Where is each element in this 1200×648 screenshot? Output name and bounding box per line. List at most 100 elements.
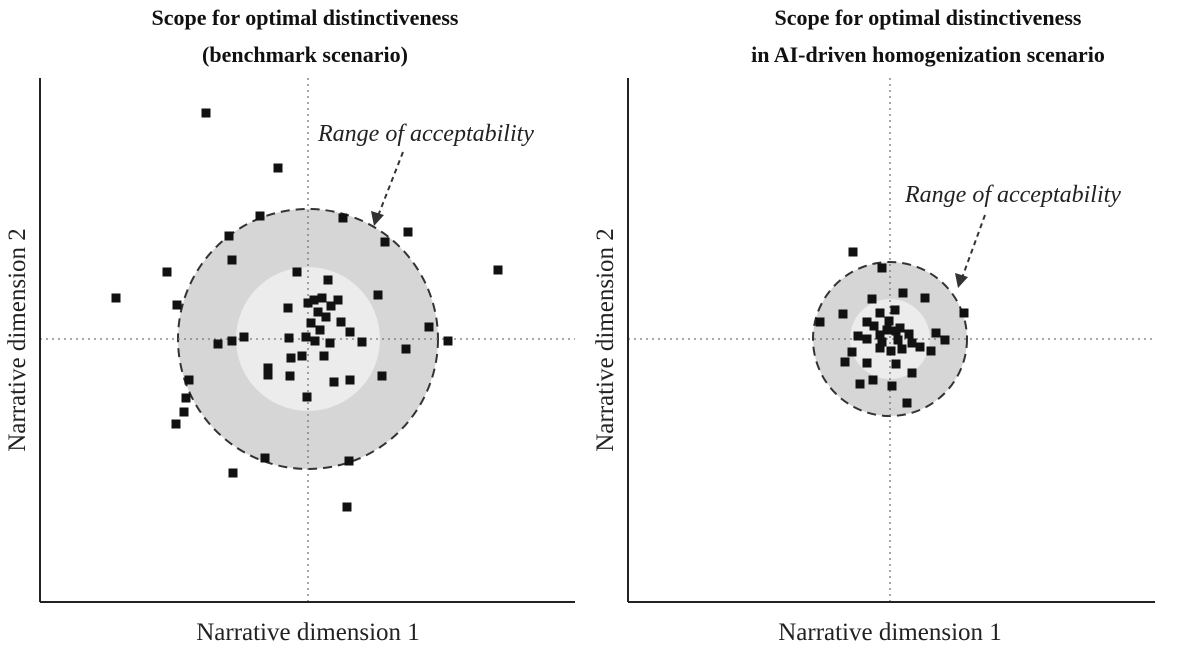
scatter-point	[255, 211, 265, 221]
scatter-point	[875, 343, 885, 353]
scatter-point	[959, 308, 969, 318]
scatter-point	[815, 317, 825, 327]
scatter-point	[310, 336, 320, 346]
annotation-arrow-head	[955, 273, 968, 288]
scatter-point	[904, 329, 914, 339]
scatter-point	[403, 227, 413, 237]
scatter-point	[292, 267, 302, 277]
scatter-point	[213, 339, 223, 349]
scatter-point	[377, 371, 387, 381]
scatter-point	[920, 293, 930, 303]
scatter-point	[329, 377, 339, 387]
scatter-point	[886, 346, 896, 356]
panel-ai-homogenization: Scope for optimal distinctiveness in AI-…	[592, 5, 1155, 646]
scatter-point	[284, 333, 294, 343]
scatter-point	[915, 342, 925, 352]
scatter-point	[171, 419, 181, 429]
scatter-point	[323, 275, 333, 285]
scatter-point	[898, 288, 908, 298]
scatter-point	[893, 335, 903, 345]
scatter-point	[179, 407, 189, 417]
panel-title-line1: Scope for optimal distinctiveness	[775, 5, 1082, 30]
scatter-point	[336, 317, 346, 327]
scatter-point	[891, 326, 901, 336]
scatter-point	[345, 327, 355, 337]
scatter-point	[862, 334, 872, 344]
scatter-point	[317, 293, 327, 303]
annotation-arrow-head	[371, 211, 384, 226]
scatter-point	[855, 379, 865, 389]
scatter-point	[315, 325, 325, 335]
scatter-point	[263, 363, 273, 373]
scatter-point	[309, 295, 319, 305]
scatter-point	[424, 322, 434, 332]
scatter-point	[887, 381, 897, 391]
scatter-point	[263, 370, 273, 380]
scatter-point	[862, 317, 872, 327]
scatter-point	[325, 338, 335, 348]
scatter-point	[875, 308, 885, 318]
scatter-point	[338, 213, 348, 223]
scatter-point	[884, 316, 894, 326]
scatter-point	[326, 301, 336, 311]
scatter-point	[848, 247, 858, 257]
scatter-point	[285, 371, 295, 381]
scatter-point	[313, 307, 323, 317]
scatter-point	[882, 325, 892, 335]
scatter-point	[184, 375, 194, 385]
scatter-points	[111, 108, 503, 512]
scatter-point	[940, 335, 950, 345]
scatter-point	[302, 392, 312, 402]
panel-title-line1: Scope for optimal distinctiveness	[152, 5, 459, 30]
scatter-point	[297, 351, 307, 361]
scatter-point	[344, 456, 354, 466]
panel-benchmark: Scope for optimal distinctiveness (bench…	[4, 5, 575, 646]
scatter-point	[224, 231, 234, 241]
scatter-point	[162, 267, 172, 277]
scatter-point	[345, 375, 355, 385]
scatter-point	[853, 331, 863, 341]
panel-title-line2: (benchmark scenario)	[202, 42, 408, 67]
scatter-point	[897, 344, 907, 354]
scatter-point	[401, 344, 411, 354]
scatter-point	[380, 237, 390, 247]
panel-title-line2: in AI-driven homogenization scenario	[751, 42, 1105, 67]
scatter-point	[931, 328, 941, 338]
scatter-point	[228, 468, 238, 478]
scatter-point	[283, 303, 293, 313]
scatter-point	[172, 300, 182, 310]
scatter-point	[342, 502, 352, 512]
scatter-point	[890, 305, 900, 315]
scatter-point	[306, 318, 316, 328]
scatter-point	[321, 312, 331, 322]
scatter-point	[862, 358, 872, 368]
scatter-point	[926, 346, 936, 356]
scatter-point	[357, 337, 367, 347]
scatter-point	[111, 293, 121, 303]
x-axis-label: Narrative dimension 1	[778, 619, 1002, 646]
y-axis-label: Narrative dimension 2	[592, 228, 619, 452]
scatter-point	[333, 295, 343, 305]
scatter-point	[838, 309, 848, 319]
x-axis-label: Narrative dimension 1	[196, 619, 420, 646]
annotation-arrow-line	[961, 214, 986, 279]
y-axis-label: Narrative dimension 2	[4, 228, 31, 452]
scatter-point	[877, 263, 887, 273]
scatter-point	[273, 163, 283, 173]
scatter-point	[443, 336, 453, 346]
annotation-arrow-line	[377, 151, 404, 217]
scatter-point	[239, 332, 249, 342]
scatter-point	[847, 347, 857, 357]
scatter-point	[181, 393, 191, 403]
scatter-point	[891, 359, 901, 369]
scatter-point	[840, 357, 850, 367]
scatter-point	[875, 330, 885, 340]
scatter-point	[319, 351, 329, 361]
scatter-point	[869, 321, 879, 331]
scatter-point	[260, 453, 270, 463]
range-annotation: Range of acceptability	[904, 182, 1121, 208]
scatter-points	[815, 247, 969, 408]
scatter-point	[902, 398, 912, 408]
scatter-point	[227, 336, 237, 346]
